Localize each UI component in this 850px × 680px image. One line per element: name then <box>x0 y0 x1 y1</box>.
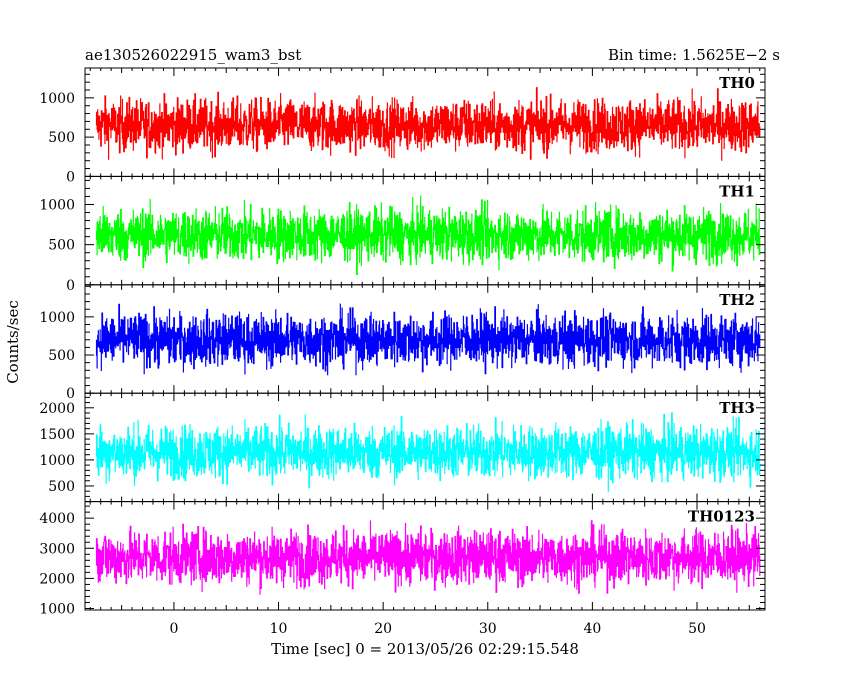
series-trace-th2 <box>95 303 761 376</box>
series-name-label: TH2 <box>719 291 755 309</box>
x-tick-label: 20 <box>374 621 392 637</box>
x-tick-label: 40 <box>583 621 601 637</box>
series-name-label: TH3 <box>719 399 755 417</box>
x-tick-label: 30 <box>479 621 497 637</box>
series-name-label: TH0 <box>719 74 755 92</box>
y-tick-label: 2000 <box>39 571 75 587</box>
x-tick-label: 50 <box>688 621 706 637</box>
y-tick-label: 0 <box>66 278 75 294</box>
chart-title-left: ae130526022915_wam3_bst <box>85 46 301 64</box>
y-tick-label: 2000 <box>39 401 75 417</box>
panels: 05001000TH005001000TH105001000TH25001000… <box>39 67 766 637</box>
y-tick-label: 1000 <box>39 601 75 617</box>
y-tick-label: 1000 <box>39 91 75 107</box>
y-tick-label: 500 <box>48 238 75 254</box>
x-tick-label: 0 <box>169 621 178 637</box>
x-axis-label: Time [sec] 0 = 2013/05/26 02:29:15.548 <box>271 640 579 658</box>
y-tick-label: 500 <box>48 130 75 146</box>
y-axis-label: Counts/sec <box>4 300 22 384</box>
chart-title-right: Bin time: 1.5625E−2 s <box>608 46 780 64</box>
series-trace-th1 <box>95 195 761 275</box>
x-tick-label: 10 <box>270 621 288 637</box>
series-name-label: TH1 <box>719 182 755 200</box>
y-tick-label: 500 <box>48 348 75 364</box>
y-tick-label: 0 <box>66 169 75 185</box>
y-tick-label: 0 <box>66 386 75 402</box>
y-tick-label: 3000 <box>39 541 75 557</box>
series-trace-th0123 <box>95 520 761 595</box>
y-tick-label: 1500 <box>39 427 75 443</box>
series-name-label: TH0123 <box>688 508 755 526</box>
y-tick-label: 1000 <box>39 198 75 214</box>
y-tick-label: 1000 <box>39 310 75 326</box>
y-tick-label: 1000 <box>39 453 75 469</box>
series-trace-th3 <box>95 412 761 493</box>
y-tick-label: 4000 <box>39 511 75 527</box>
series-trace-th0 <box>95 87 761 161</box>
y-tick-label: 500 <box>48 479 75 495</box>
